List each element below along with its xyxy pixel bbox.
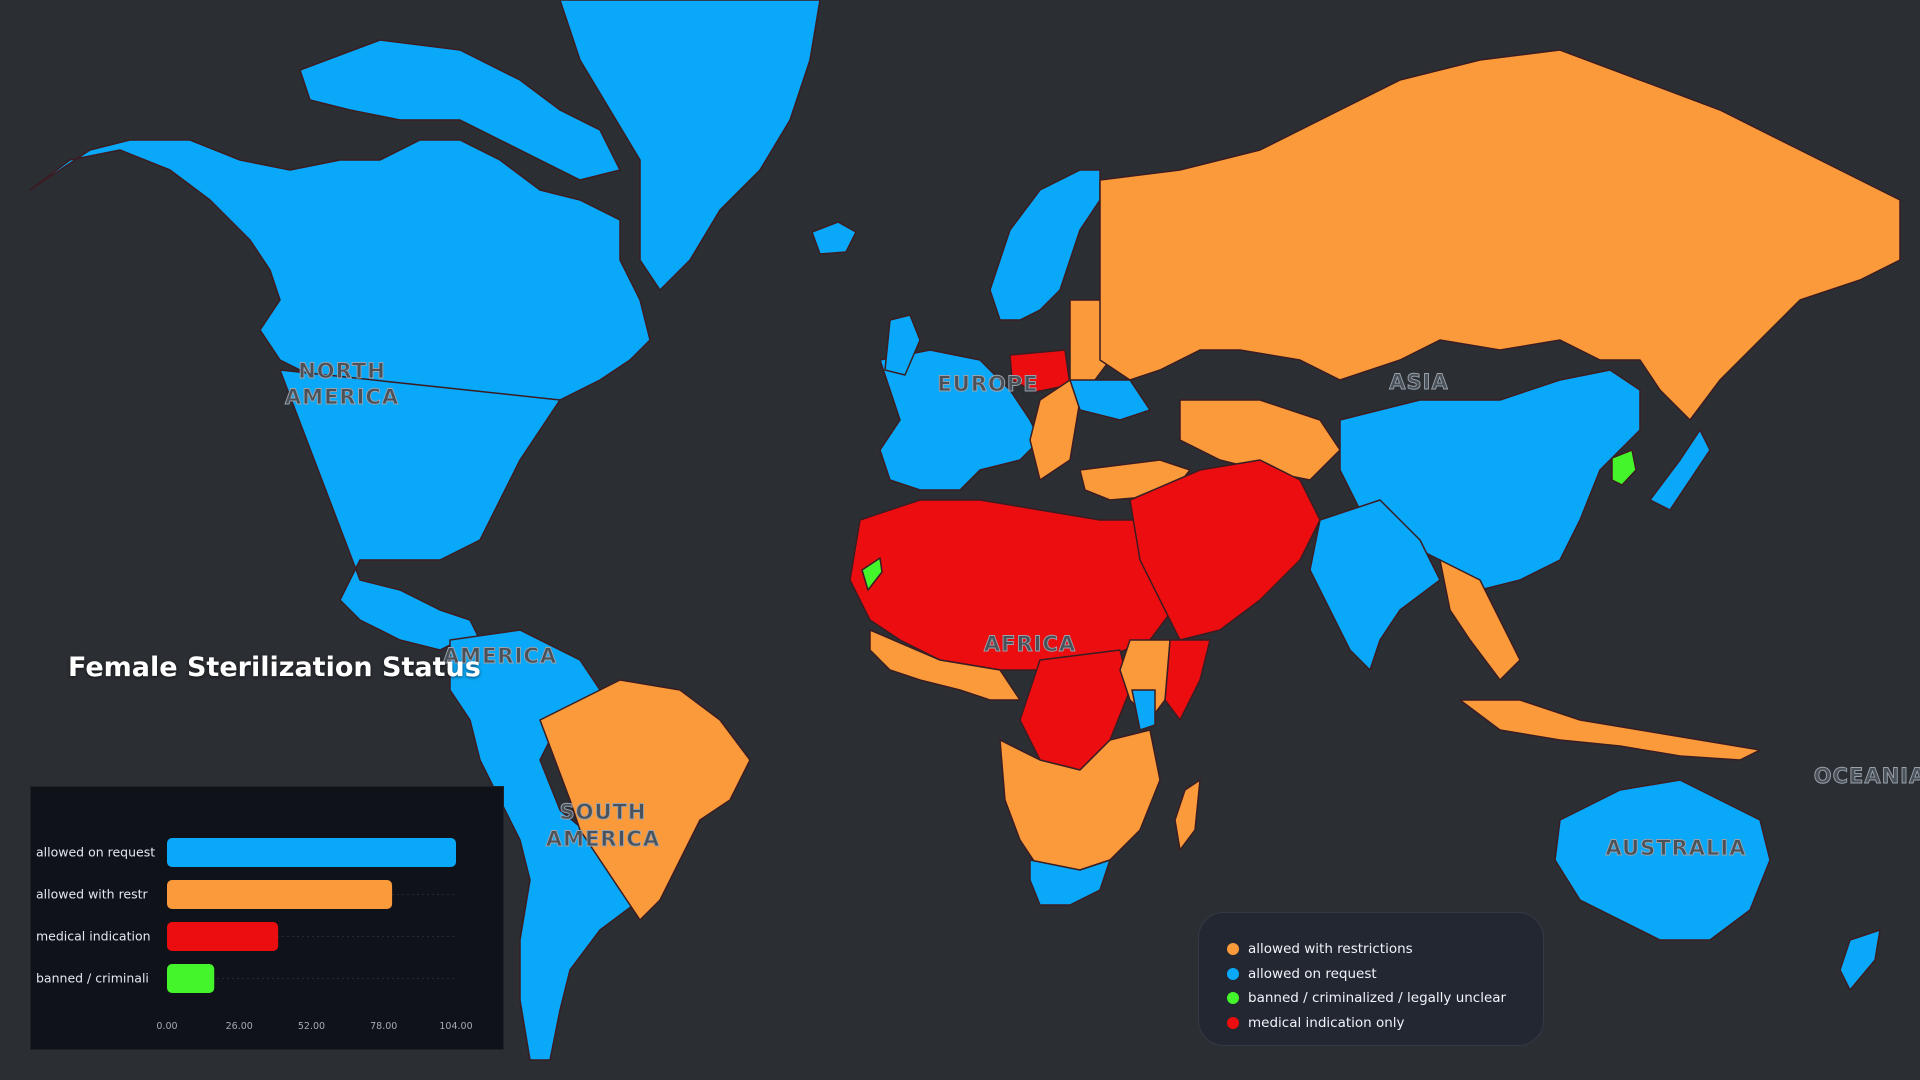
legend-label: allowed on request — [1248, 965, 1377, 982]
greenland[interactable] — [559, 0, 821, 291]
bar-chart: allowed on request allowed with restr medi… — [36, 838, 473, 1032]
western-europe[interactable] — [879, 349, 1041, 491]
legend-dot-blue-icon — [1227, 967, 1239, 980]
legend-item-medical[interactable]: medical indication only — [1227, 1011, 1543, 1036]
x-tick-label: 52.00 — [298, 1021, 325, 1032]
north-america-label-line1: NORTH — [298, 359, 386, 383]
north-america-label-line2: AMERICA — [285, 385, 399, 409]
brazil[interactable] — [539, 679, 751, 921]
x-tick-label: 78.00 — [370, 1021, 397, 1032]
bar[interactable] — [167, 922, 279, 951]
ukraine[interactable] — [1069, 379, 1151, 421]
kenya[interactable] — [1131, 689, 1156, 731]
map-title: Female Sterilization Status — [68, 652, 481, 683]
india[interactable] — [1309, 499, 1441, 671]
legend-label: allowed with restrictions — [1248, 941, 1413, 958]
legend-label: banned / criminalized / legally unclear — [1248, 990, 1507, 1007]
africa-label: AFRICA — [984, 632, 1076, 656]
south-america-label-line1: SOUTH — [560, 800, 647, 824]
arctic-islands[interactable] — [299, 39, 621, 181]
legend-label: medical indication only — [1248, 1014, 1405, 1031]
bar-label: banned / criminali — [36, 971, 149, 986]
madagascar[interactable] — [1174, 779, 1201, 851]
new-zealand[interactable] — [1839, 929, 1881, 991]
legend-item-on-request[interactable]: allowed on request — [1227, 962, 1543, 987]
southeast-asia[interactable] — [1439, 559, 1521, 681]
middle-east[interactable] — [1129, 459, 1321, 641]
west-sahara[interactable] — [861, 557, 883, 591]
west-africa[interactable] — [869, 629, 1021, 701]
map-legend: allowed with restrictions allowed on req… — [1198, 912, 1544, 1046]
legend-item-banned[interactable]: banned / criminalized / legally unclear — [1227, 986, 1543, 1011]
bar[interactable] — [167, 964, 215, 993]
australia[interactable] — [1554, 779, 1771, 941]
legend-item-restrictions[interactable]: allowed with restrictions — [1227, 937, 1543, 962]
legend-dot-red-icon — [1227, 1016, 1239, 1029]
poland[interactable] — [1009, 349, 1071, 393]
southern-africa[interactable] — [999, 729, 1161, 871]
asia-label: ASIA — [1389, 370, 1448, 394]
uk-ireland[interactable] — [884, 314, 921, 376]
indonesia[interactable] — [1459, 699, 1761, 761]
australia-label: AUSTRALIA — [1606, 836, 1747, 860]
bar[interactable] — [167, 880, 393, 909]
europe-label: EUROPE — [937, 372, 1038, 396]
bar-label: allowed with restr — [36, 887, 149, 902]
south-america-label-line2: AMERICA — [546, 827, 660, 851]
north-america-region[interactable] — [29, 139, 651, 461]
bar-label: allowed on request — [36, 845, 155, 860]
legend-dot-orange-icon — [1227, 943, 1239, 956]
russia[interactable] — [1099, 49, 1901, 421]
usa-south-region[interactable] — [279, 369, 561, 651]
x-tick-label: 0.00 — [156, 1021, 177, 1032]
oceania-label: OCEANIA — [1814, 764, 1920, 788]
central-america-label: AMERICA — [443, 644, 557, 668]
korea-north[interactable] — [1611, 449, 1637, 486]
scandinavia[interactable] — [989, 169, 1101, 321]
horn-of-africa[interactable] — [1164, 639, 1211, 721]
x-tick-label: 104.00 — [439, 1021, 472, 1032]
legend-dot-green-icon — [1227, 992, 1239, 1005]
x-tick-label: 26.00 — [226, 1021, 253, 1032]
region-labels: NORTH AMERICA AMERICA SOUTH AMERICA EURO… — [284, 359, 1920, 861]
bar-label: medical indication — [36, 929, 151, 944]
iceland[interactable] — [811, 221, 857, 255]
central-asia[interactable] — [1179, 399, 1341, 481]
bar-chart-panel: allowed on request allowed with restr medi… — [30, 786, 504, 1050]
south-africa[interactable] — [1029, 859, 1111, 906]
japan[interactable] — [1649, 429, 1711, 511]
bar[interactable] — [167, 838, 456, 867]
